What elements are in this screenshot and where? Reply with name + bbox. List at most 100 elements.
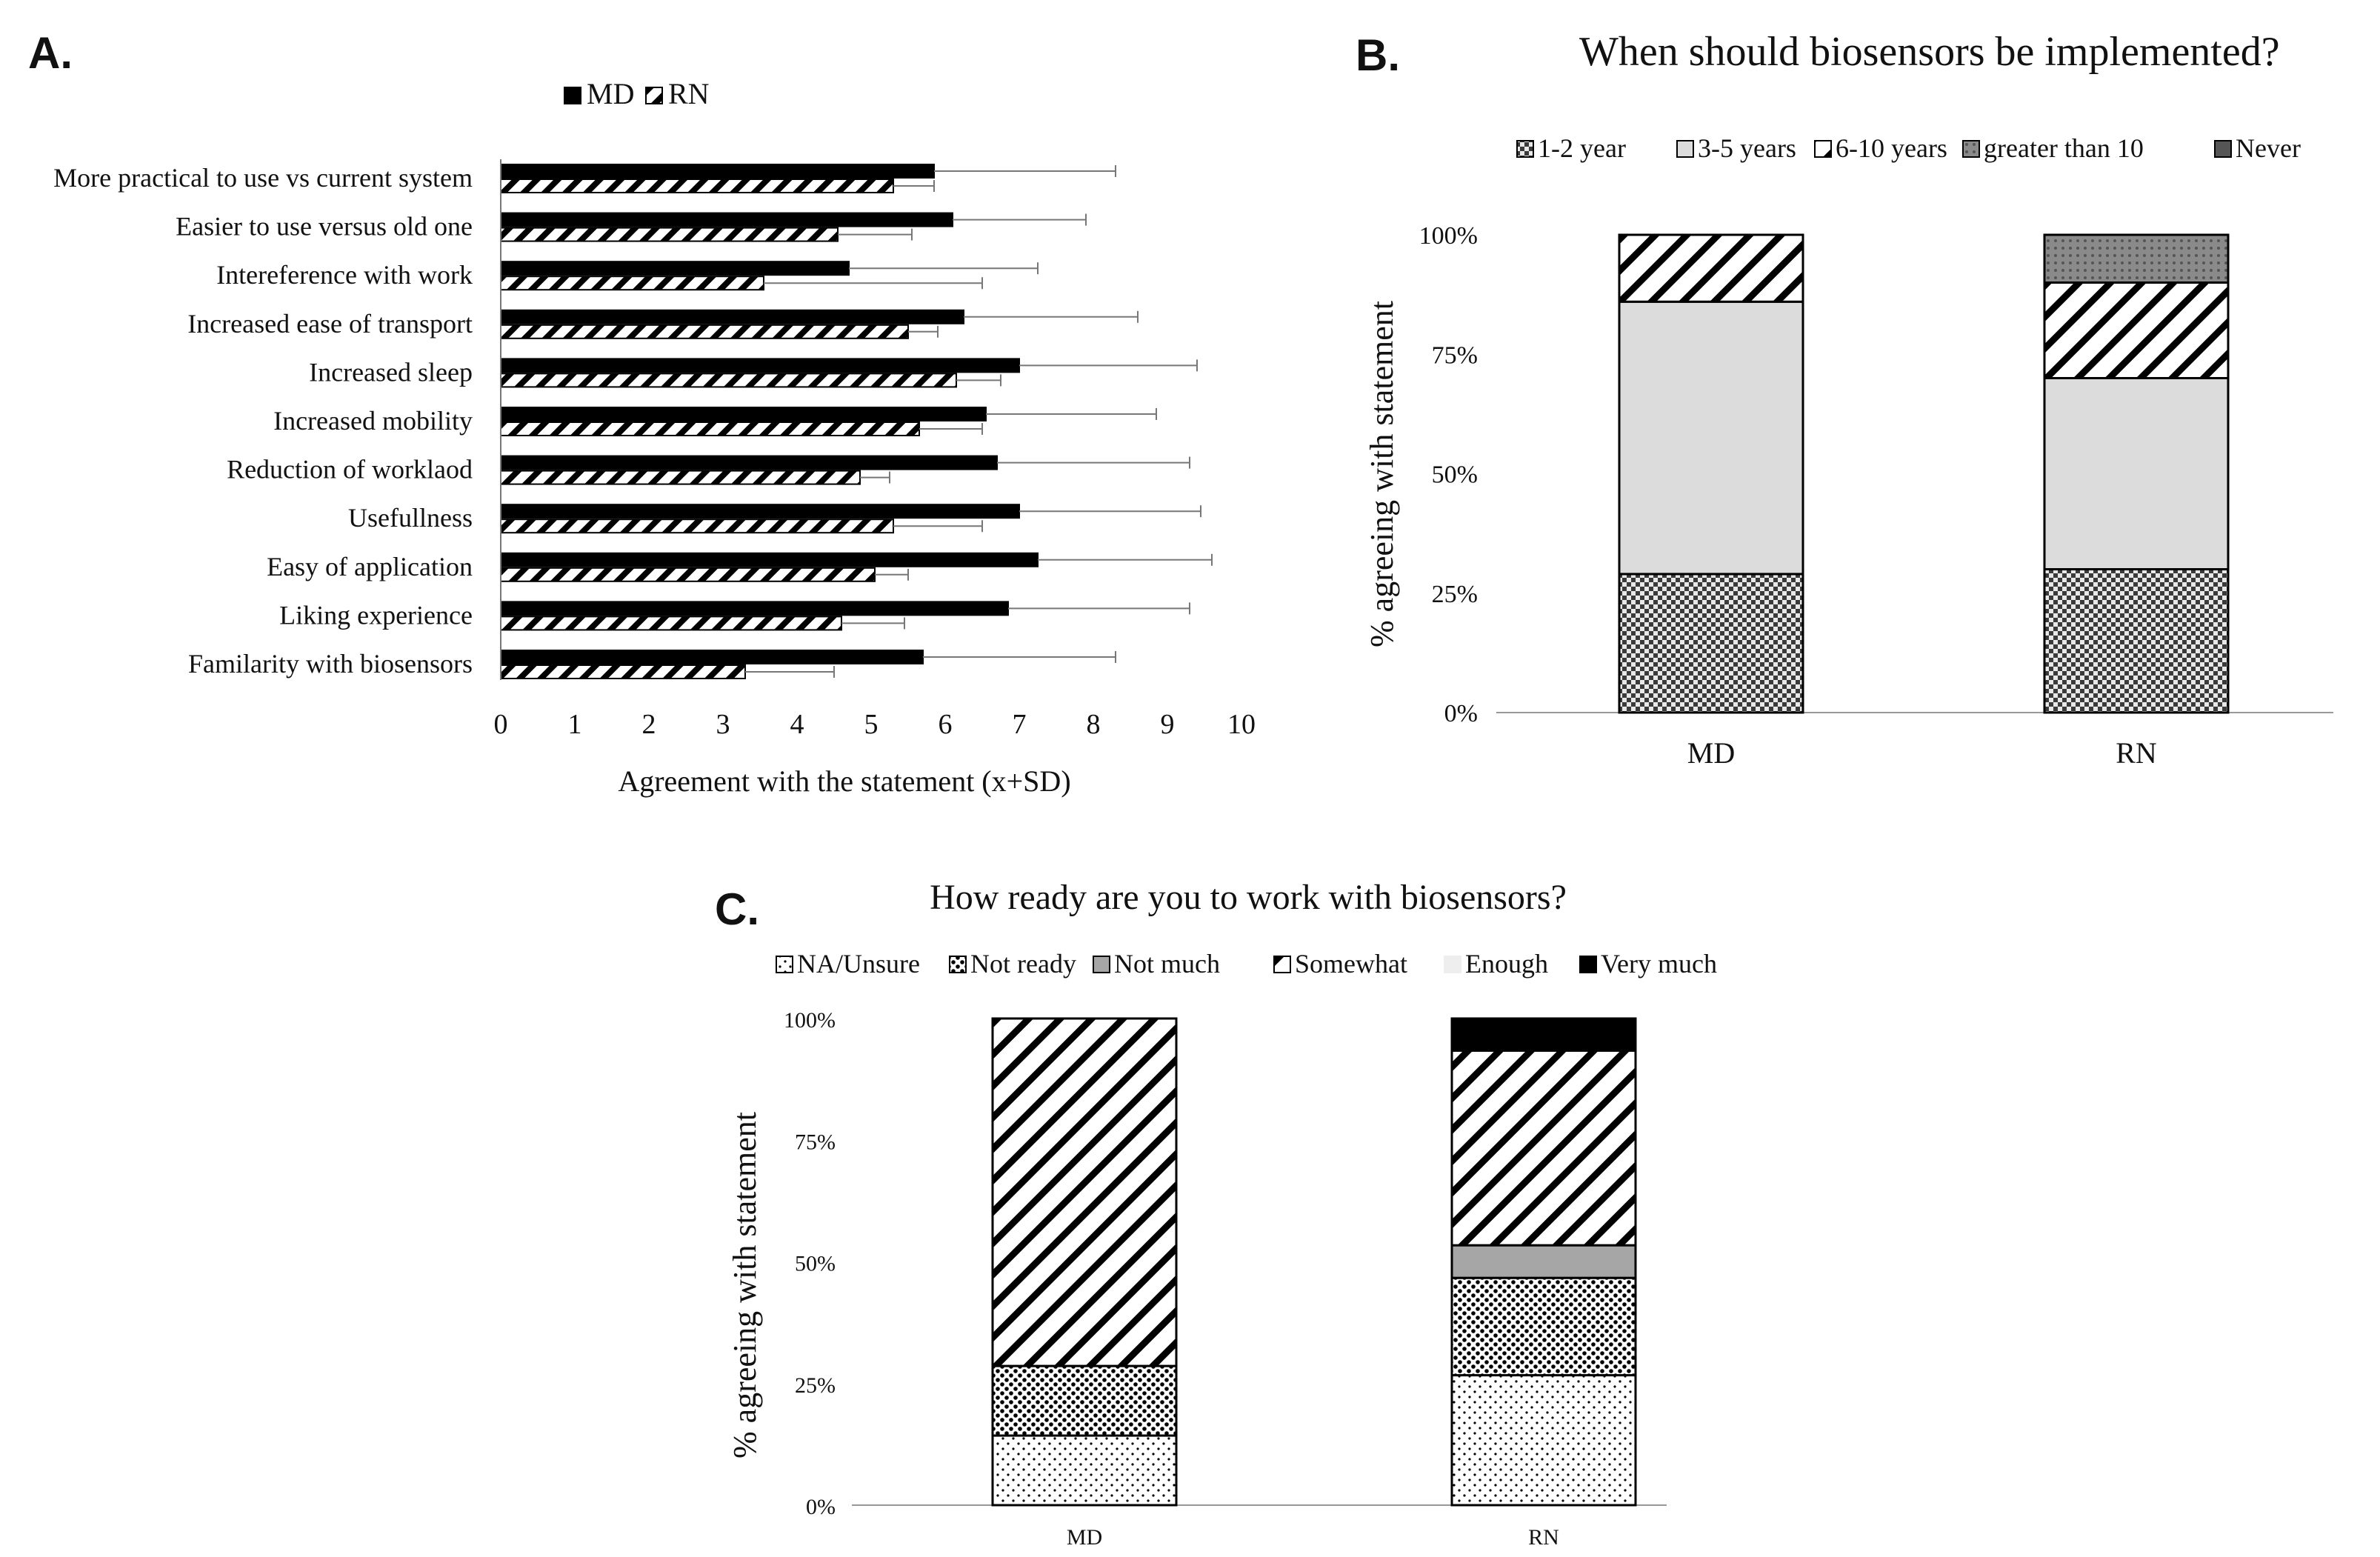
chart-b-x-tick-md: MD (1687, 736, 1735, 770)
chart-c-legend-label-somewhat: Somewhat (1295, 949, 1407, 978)
chart-c-legend-swatch-very-much (1579, 956, 1597, 973)
bar-md-6-10-years (1618, 233, 1804, 303)
chart-b-legend-swatch-never (2214, 140, 2232, 158)
x-tick-8: 8 (1087, 709, 1101, 740)
chart-a-legend: MD RN (564, 77, 710, 110)
bar-rn-not-much (1450, 1244, 1637, 1279)
chart-c-legend-swatch-somewhat (1273, 956, 1291, 973)
chart-b-legend-label-3-5-years: 3-5 years (1698, 133, 1796, 163)
bar-rn-greater-than-10 (2043, 233, 2230, 284)
bar-rn-reduction-of-worklaod (500, 470, 861, 485)
chart-b-legend-label-greater-than-10: greater than 10 (1984, 133, 2144, 163)
legend-label-md: MD (587, 77, 634, 110)
chart-c-y-tick-100: 100% (784, 1008, 836, 1033)
chart-a-agreement: MD RN More practical to use vs current sy… (53, 77, 1256, 798)
category-label-increased-sleep: Increased sleep (309, 357, 473, 387)
x-tick-6: 6 (939, 709, 953, 740)
chart-c-legend-label-enough: Enough (1465, 949, 1548, 978)
category-label-liking-experience: Liking experience (279, 600, 473, 630)
category-label-intereference-with-work: Intereference with work (216, 260, 473, 290)
bar-md-increased-ease-of-transport (500, 309, 964, 324)
panel-b-letter: B. (1356, 30, 1400, 80)
x-tick-5: 5 (864, 709, 879, 740)
bar-rn-increased-ease-of-transport (500, 324, 909, 339)
category-label-increased-mobility: Increased mobility (273, 406, 473, 436)
bar-md-increased-sleep (500, 358, 1020, 373)
chart-b-legend-swatch-6-10-years (1814, 140, 1832, 158)
x-tick-1: 1 (568, 709, 582, 740)
chart-c-legend-swatch-enough (1444, 956, 1461, 973)
category-label-increased-ease-of-transport: Increased ease of transport (187, 309, 473, 339)
category-label-reduction-of-worklaod: Reduction of worklaod (227, 455, 473, 484)
x-tick-7: 7 (1013, 709, 1027, 740)
bar-rn-6-10-years (2043, 281, 2230, 379)
bar-rn-1-2-year (2043, 568, 2230, 714)
bar-md-reduction-of-worklaod (500, 455, 998, 470)
bar-md-not-ready (991, 1364, 1178, 1437)
bar-md-usefullness (500, 504, 1020, 519)
bar-rn-intereference-with-work (500, 276, 764, 291)
bar-md-easy-of-application (500, 552, 1039, 567)
chart-b-y-tick-0: 0% (1444, 700, 1478, 727)
bar-md-na-unsure (991, 1434, 1178, 1507)
chart-b-y-axis-label: % agreeing with statement (1364, 301, 1400, 647)
chart-c-x-tick-md: MD (1067, 1525, 1102, 1550)
bar-md-somewhat (991, 1017, 1178, 1367)
chart-c-readiness: How ready are you to work with biosensor… (727, 878, 1717, 1550)
chart-a-x-axis-label: Agreement with the statement (x+SD) (618, 764, 1070, 798)
bar-rn-very-much (1450, 1017, 1637, 1052)
bar-md-easier-to-use-versus-old-one (500, 212, 953, 227)
bar-md-1-2-year (1618, 573, 1804, 714)
chart-b-implementation-timing: When should biosensors be implemented? 1… (1364, 29, 2333, 770)
bar-md-familarity-with-biosensors (500, 650, 924, 664)
bar-md-3-5-years (1618, 300, 1804, 576)
bar-rn-more-practical-to-use-vs-current-system (500, 179, 894, 193)
chart-b-legend-swatch-greater-than-10 (1962, 140, 1980, 158)
category-label-easy-of-application: Easy of application (267, 552, 473, 581)
bar-md-more-practical-to-use-vs-current-system (500, 164, 935, 179)
category-label-easier-to-use-versus-old-one: Easier to use versus old one (176, 212, 473, 241)
bar-rn-easy-of-application (500, 567, 876, 582)
bar-rn-usefullness (500, 519, 894, 534)
chart-c-legend-label-very-much: Very much (1601, 949, 1717, 978)
bar-rn-increased-mobility (500, 421, 920, 436)
chart-b-x-tick-rn: RN (2116, 736, 2157, 770)
chart-b-legend-label-never: Never (2236, 133, 2301, 163)
chart-a-x-axis: 0 1 2 3 4 5 6 7 8 9 10 (494, 159, 1256, 740)
chart-c-legend: NA/Unsure Not ready Not much Somewhat Enough… (776, 949, 1717, 978)
chart-c-title: How ready are you to work with biosensor… (930, 878, 1567, 917)
x-tick-10: 10 (1227, 709, 1256, 740)
bar-md-intereference-with-work (500, 261, 850, 276)
chart-a-category-labels: More practical to use vs current system E… (53, 163, 473, 679)
chart-a-bars (500, 164, 1213, 679)
chart-c-y-tick-25: 25% (795, 1373, 836, 1398)
bar-rn-familarity-with-biosensors (500, 664, 746, 679)
chart-c-x-tick-rn: RN (1528, 1525, 1559, 1550)
panel-a-letter: A. (28, 28, 73, 78)
chart-b-legend-swatch-3-5-years (1676, 140, 1694, 158)
bar-rn-3-5-years (2043, 377, 2230, 570)
bar-rn-not-ready (1450, 1276, 1637, 1377)
panel-c-letter: C. (715, 884, 759, 934)
chart-c-y-tick-75: 75% (795, 1130, 836, 1154)
chart-c-legend-swatch-na-unsure (776, 956, 793, 973)
x-tick-4: 4 (790, 709, 804, 740)
chart-c-y-tick-0: 0% (806, 1495, 836, 1519)
chart-b-y-tick-50: 50% (1432, 461, 1478, 489)
legend-swatch-rn (645, 87, 663, 104)
bar-rn-liking-experience (500, 616, 842, 631)
chart-c-y-tick-50: 50% (795, 1252, 836, 1276)
bar-md-liking-experience (500, 601, 1009, 616)
bar-rn-easier-to-use-versus-old-one (500, 227, 839, 242)
x-tick-0: 0 (494, 709, 508, 740)
x-tick-9: 9 (1161, 709, 1175, 740)
chart-b-bars (1618, 233, 2230, 714)
legend-label-rn: RN (668, 77, 710, 110)
chart-c-legend-swatch-not-much (1093, 956, 1110, 973)
chart-b-y-tick-25: 25% (1432, 581, 1478, 608)
category-label-familarity-with-biosensors: Familarity with biosensors (188, 649, 473, 679)
category-label-more-practical-to-use-vs-current-system: More practical to use vs current system (53, 163, 473, 193)
chart-c-legend-swatch-not-ready (949, 956, 967, 973)
x-tick-3: 3 (716, 709, 730, 740)
